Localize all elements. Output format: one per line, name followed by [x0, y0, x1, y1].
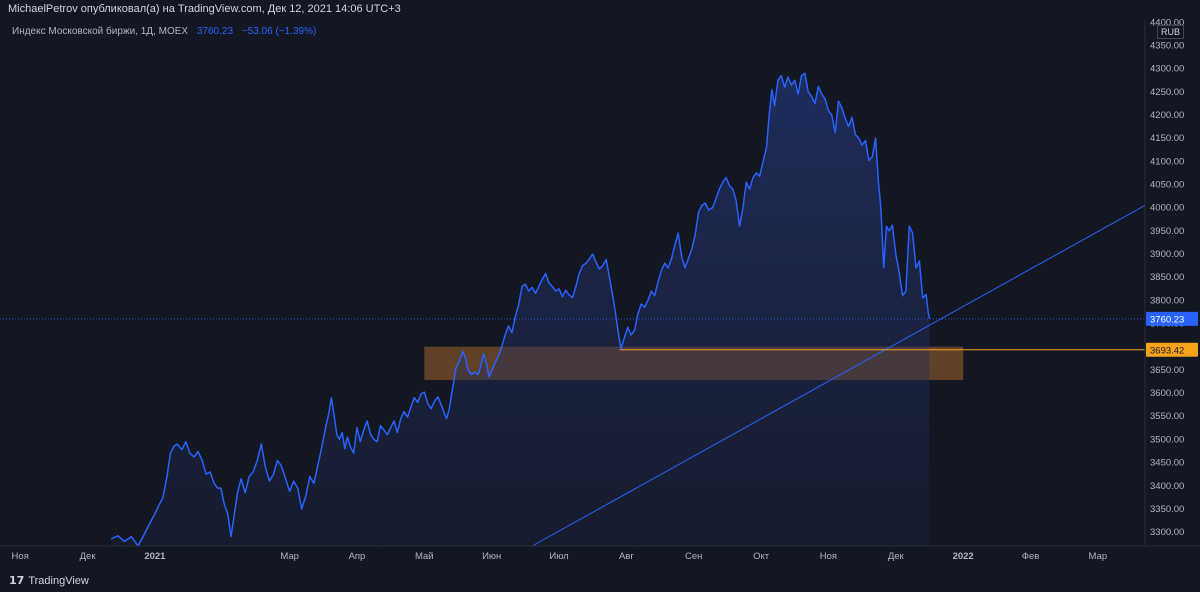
y-tick-label: 3800.00 — [1150, 295, 1184, 306]
y-tick-label: 3450.00 — [1150, 458, 1184, 469]
y-tick-label: 3600.00 — [1150, 388, 1184, 399]
x-tick-label: Май — [415, 551, 434, 562]
x-tick-label: Июн — [482, 551, 501, 562]
price-scale — [1145, 20, 1200, 546]
legend-last-value: 3760.23 — [196, 26, 234, 37]
x-tick-label: Мар — [1089, 551, 1108, 562]
x-tick-label: 2021 — [144, 551, 166, 562]
x-tick-label: Окт — [753, 551, 770, 562]
y-tick-label: 3900.00 — [1150, 249, 1184, 260]
last-value-badge: 3760.23 — [1150, 314, 1184, 325]
y-tick-label: 3950.00 — [1150, 226, 1184, 237]
level-badge-bg — [1146, 342, 1198, 357]
y-tick-label: 4300.00 — [1150, 64, 1184, 75]
tradingview-logo-icon: 𝟭𝟳 — [9, 575, 25, 587]
footer: 𝟭𝟳 TradingView — [0, 568, 1200, 592]
x-tick-label: 2022 — [953, 551, 974, 562]
y-tick-label: 3400.00 — [1150, 481, 1184, 492]
x-tick-label: Июл — [549, 551, 568, 562]
last-value-badge-bg — [1146, 311, 1198, 326]
y-tick-label: 3500.00 — [1150, 434, 1184, 445]
x-tick-label: Дек — [888, 551, 905, 562]
x-tick-label: Дек — [80, 551, 97, 562]
currency-label[interactable]: RUB — [1157, 25, 1185, 39]
legend-symbol: Индекс Московской биржи, 1Д, MOEX — [12, 26, 189, 37]
y-tick-label: 4050.00 — [1150, 180, 1184, 191]
x-tick-label: Ноя — [12, 551, 29, 562]
x-tick-label: Мар — [280, 551, 299, 562]
publisher-line: MichaelPetrov опубликовал(а) на TradingV… — [8, 3, 401, 15]
price-line — [110, 72, 931, 547]
legend-change: −53.06 (−1.39%) — [241, 26, 317, 37]
y-tick-label: 3300.00 — [1150, 527, 1184, 538]
x-tick-label: Ноя — [820, 551, 837, 562]
x-tick-label: Сен — [685, 551, 702, 562]
y-tick-label: 4150.00 — [1150, 133, 1184, 144]
x-tick-label: Фев — [1022, 551, 1040, 562]
y-tick-label: 4350.00 — [1150, 40, 1184, 51]
y-tick-label: 4400.00 — [1150, 17, 1184, 28]
y-tick-label: 3550.00 — [1150, 411, 1184, 422]
x-tick-label: Апр — [349, 551, 366, 562]
price-area — [111, 73, 930, 547]
level-badge: 3693.42 — [1150, 345, 1184, 356]
y-tick-label: 4200.00 — [1150, 110, 1184, 121]
y-tick-label: 3850.00 — [1150, 272, 1184, 283]
y-tick-label: 3350.00 — [1150, 504, 1184, 515]
y-tick-label: 4100.00 — [1150, 156, 1184, 167]
tradingview-brand[interactable]: 𝟭𝟳 TradingView — [9, 574, 89, 588]
y-tick-label: 3650.00 — [1150, 365, 1184, 376]
brand-label: TradingView — [28, 574, 89, 587]
publisher-bar: MichaelPetrov опубликовал(а) на TradingV… — [0, 0, 1200, 20]
trend-line — [531, 204, 1146, 547]
y-tick-label: 4250.00 — [1150, 87, 1184, 98]
x-tick-label: Авг — [619, 551, 634, 562]
series-legend: Индекс Московской биржи, 1Д, MOEX 3760.2… — [12, 26, 316, 37]
y-tick-label: 4000.00 — [1150, 203, 1184, 214]
